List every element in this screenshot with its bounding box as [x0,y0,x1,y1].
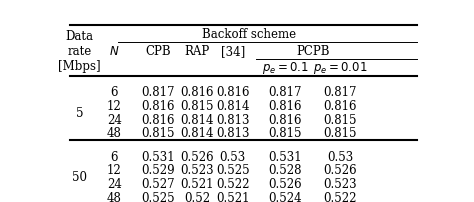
Text: 0.528: 0.528 [268,164,302,177]
Text: 0.816: 0.816 [268,99,302,112]
Text: 12: 12 [107,164,122,177]
Text: 0.521: 0.521 [180,177,214,190]
Text: 0.531: 0.531 [268,150,302,163]
Text: 0.529: 0.529 [142,164,175,177]
Text: 0.814: 0.814 [216,99,249,112]
Text: $N$: $N$ [109,45,119,58]
Text: 0.522: 0.522 [216,177,249,190]
Text: 0.816: 0.816 [216,86,249,99]
Text: 0.814: 0.814 [180,113,214,126]
Text: 0.814: 0.814 [180,127,214,140]
Text: 0.816: 0.816 [142,99,175,112]
Text: 48: 48 [107,127,122,140]
Text: 0.524: 0.524 [268,191,302,202]
Text: 0.527: 0.527 [142,177,175,190]
Text: 6: 6 [110,86,118,99]
Text: 0.521: 0.521 [216,191,249,202]
Text: 0.815: 0.815 [180,99,214,112]
Text: Data
rate
[Mbps]: Data rate [Mbps] [58,30,101,73]
Text: 0.525: 0.525 [216,164,249,177]
Text: 0.816: 0.816 [180,86,214,99]
Text: $p_e = 0.1$: $p_e = 0.1$ [262,59,309,75]
Text: 0.526: 0.526 [180,150,214,163]
Text: 24: 24 [107,113,122,126]
Text: 0.815: 0.815 [268,127,302,140]
Text: 0.531: 0.531 [142,150,175,163]
Text: 0.816: 0.816 [142,113,175,126]
Text: 5: 5 [76,106,83,119]
Text: 0.817: 0.817 [142,86,175,99]
Text: 0.813: 0.813 [216,113,249,126]
Text: Backoff scheme: Backoff scheme [202,28,296,41]
Text: 0.525: 0.525 [142,191,175,202]
Text: 12: 12 [107,99,122,112]
Text: 6: 6 [110,150,118,163]
Text: 0.53: 0.53 [327,150,354,163]
Text: 0.522: 0.522 [324,191,357,202]
Text: 0.53: 0.53 [219,150,246,163]
Text: 48: 48 [107,191,122,202]
Text: 0.52: 0.52 [184,191,210,202]
Text: CPB: CPB [146,45,171,58]
Text: PCPB: PCPB [296,45,329,58]
Text: 0.817: 0.817 [268,86,302,99]
Text: 0.526: 0.526 [323,164,357,177]
Text: RAP: RAP [184,45,210,58]
Text: 0.815: 0.815 [324,113,357,126]
Text: $p_e = 0.01$: $p_e = 0.01$ [313,59,367,75]
Text: 0.815: 0.815 [142,127,175,140]
Text: 0.526: 0.526 [268,177,302,190]
Text: 0.816: 0.816 [268,113,302,126]
Text: 24: 24 [107,177,122,190]
Text: [34]: [34] [220,45,245,58]
Text: 0.816: 0.816 [324,99,357,112]
Text: 0.523: 0.523 [323,177,357,190]
Text: 0.817: 0.817 [324,86,357,99]
Text: 0.523: 0.523 [180,164,214,177]
Text: 50: 50 [72,170,87,183]
Text: 0.813: 0.813 [216,127,249,140]
Text: 0.815: 0.815 [324,127,357,140]
